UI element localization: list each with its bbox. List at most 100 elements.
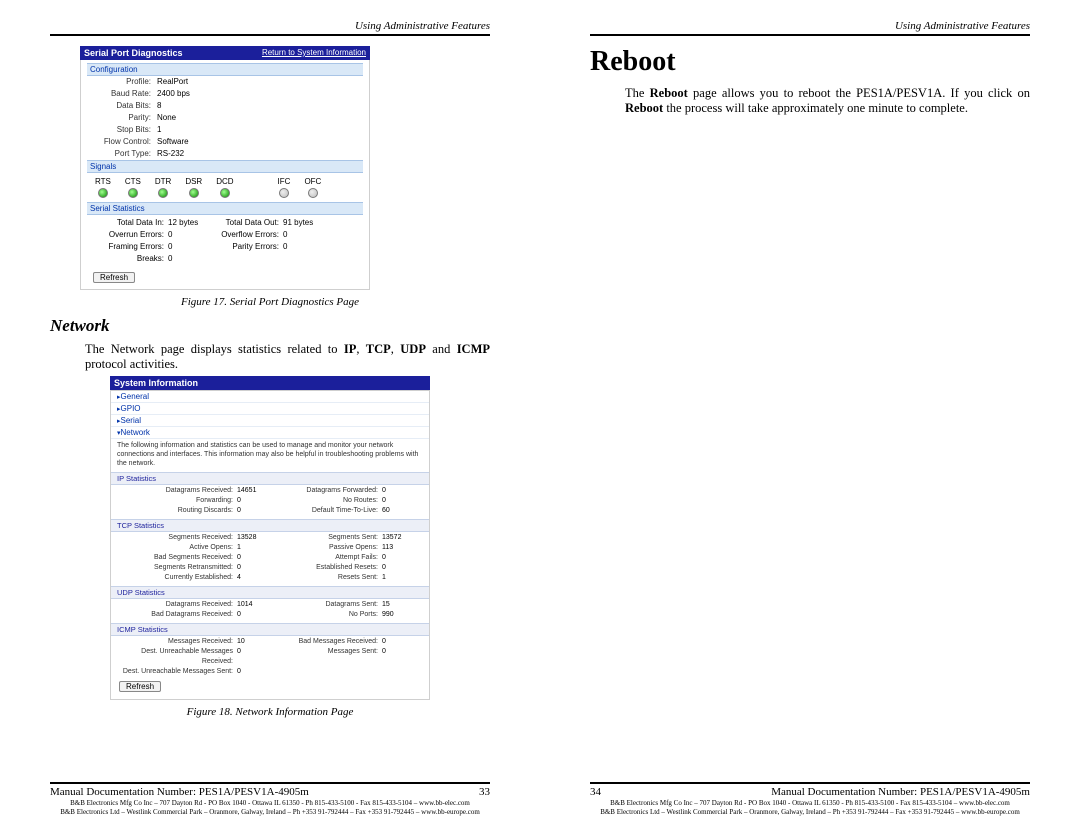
refresh-button[interactable]: Refresh [93, 272, 135, 283]
stat-cell: Attempt Fails: [272, 553, 382, 563]
stat-cell: 0 [382, 496, 417, 506]
stat-cell: Dest. Unreachable Messages Received: [117, 647, 237, 667]
stat-cell: 0 [237, 506, 272, 516]
stat-cell [208, 253, 283, 265]
nav-item-network[interactable]: Network [111, 427, 429, 439]
led-icon [220, 188, 230, 198]
stat-grid: Datagrams Received:1014Datagrams Sent:15… [111, 599, 429, 621]
led-icon [189, 188, 199, 198]
stat-cell: Routing Discards: [117, 506, 237, 516]
text-bold: TCP [366, 342, 391, 356]
stat-cell: 13528 [237, 533, 272, 543]
text: the process will take approximately one … [663, 101, 968, 115]
stat-cell: 0 [237, 610, 272, 620]
stat-cell: Overflow Errors: [208, 229, 283, 241]
stat-cell: 13572 [382, 533, 417, 543]
fig17-caption: Figure 17. Serial Port Diagnostics Page [50, 296, 490, 308]
network-heading: Network [50, 316, 490, 336]
config-row: Port Type:RS-232 [87, 148, 363, 160]
page-footer: 34 Manual Documentation Number: PES1A/PE… [590, 782, 1030, 816]
stat-cell: Framing Errors: [93, 241, 168, 253]
page-33: Using Administrative Features Serial Por… [0, 0, 540, 834]
stat-cell: 60 [382, 506, 417, 516]
stat-grid: Datagrams Received:14651Datagrams Forwar… [111, 485, 429, 517]
network-description: The following information and statistics… [111, 439, 429, 470]
signal-dcd: DCD [216, 177, 233, 198]
signal-leds: RTSCTSDTRDSRDCDIFCOFC [87, 173, 363, 202]
stat-cell: Segments Sent: [272, 533, 382, 543]
config-rows: Profile:RealPortBaud Rate:2400 bpsData B… [87, 76, 363, 160]
config-row: Parity:None [87, 112, 363, 124]
stat-cell: Bad Messages Received: [272, 637, 382, 647]
stat-cell: Dest. Unreachable Messages Sent: [117, 667, 237, 677]
config-row: Profile:RealPort [87, 76, 363, 88]
stat-cell: 12 bytes [168, 217, 208, 229]
led-icon [308, 188, 318, 198]
stat-cell: 15 [382, 600, 417, 610]
fig18-network-information: System Information GeneralGPIOSerialNetw… [110, 376, 430, 700]
panel-title-bar: System Information [110, 376, 430, 390]
stat-cell: 91 bytes [283, 217, 323, 229]
footer-fine-1: B&B Electronics Mfg Co Inc – 707 Dayton … [50, 799, 490, 807]
config-row: Stop Bits:1 [87, 124, 363, 136]
stat-cell [382, 667, 417, 677]
stat-cell: Established Resets: [272, 563, 382, 573]
text-bold: Reboot [625, 101, 663, 115]
stat-cell: 0 [237, 647, 272, 667]
page-header: Using Administrative Features [50, 20, 490, 36]
reboot-heading: Reboot [590, 46, 1030, 78]
stat-cell: Overrun Errors: [93, 229, 168, 241]
stat-cell: Parity Errors: [208, 241, 283, 253]
stat-cell: 1014 [237, 600, 272, 610]
stat-sections: IP StatisticsDatagrams Received:14651Dat… [111, 472, 429, 678]
doc-number: Manual Documentation Number: PES1A/PESV1… [50, 786, 309, 798]
stat-cell: 0 [168, 229, 208, 241]
config-row: Flow Control:Software [87, 136, 363, 148]
doc-number: Manual Documentation Number: PES1A/PESV1… [771, 786, 1030, 798]
refresh-button[interactable]: Refresh [119, 681, 161, 692]
footer-fine-1: B&B Electronics Mfg Co Inc – 707 Dayton … [590, 799, 1030, 807]
panel-title-bar: Serial Port Diagnostics Return to System… [80, 46, 370, 60]
stat-cell: 0 [283, 241, 323, 253]
stat-cell: 0 [283, 229, 323, 241]
stat-cell: 0 [382, 486, 417, 496]
stat-cell: Datagrams Received: [117, 486, 237, 496]
stat-cell: Currently Established: [117, 573, 237, 583]
text: protocol activities. [85, 357, 178, 371]
config-row: Data Bits:8 [87, 100, 363, 112]
network-paragraph: The Network page displays statistics rel… [85, 342, 490, 372]
text: The [625, 86, 650, 100]
page-34: Using Administrative Features Reboot The… [540, 0, 1080, 834]
stat-cell: Active Opens: [117, 543, 237, 553]
signal-rts: RTS [95, 177, 111, 198]
nav-item-gpio[interactable]: GPIO [111, 403, 429, 415]
stat-cell: Forwarding: [117, 496, 237, 506]
fig17-serial-port-diagnostics: Serial Port Diagnostics Return to System… [80, 46, 370, 290]
stat-cell: 0 [237, 496, 272, 506]
text-bold: Reboot [650, 86, 688, 100]
stat-cell: 0 [168, 253, 208, 265]
nav-item-general[interactable]: General [111, 391, 429, 403]
stat-cell: Default Time-To-Live: [272, 506, 382, 516]
return-link[interactable]: Return to System Information [262, 48, 366, 58]
stat-cell: 0 [237, 667, 272, 677]
config-row: Baud Rate:2400 bps [87, 88, 363, 100]
section-signals: Signals [87, 160, 363, 173]
led-icon [158, 188, 168, 198]
stat-cell: No Ports: [272, 610, 382, 620]
led-icon [279, 188, 289, 198]
nav-item-serial[interactable]: Serial [111, 415, 429, 427]
stat-cell: 0 [382, 563, 417, 573]
stat-cell: 1 [382, 573, 417, 583]
stat-cell: Datagrams Sent: [272, 600, 382, 610]
stat-cell: Messages Received: [117, 637, 237, 647]
stat-cell: Total Data In: [93, 217, 168, 229]
stat-section-head: UDP Statistics [111, 586, 429, 599]
stat-cell: 10 [237, 637, 272, 647]
stat-cell: Segments Received: [117, 533, 237, 543]
text-bold: UDP [400, 342, 426, 356]
stat-cell: 0 [168, 241, 208, 253]
footer-fine-2: B&B Electronics Ltd – Westlink Commercia… [50, 808, 490, 816]
stat-cell: 14651 [237, 486, 272, 496]
page-number: 33 [479, 786, 490, 798]
